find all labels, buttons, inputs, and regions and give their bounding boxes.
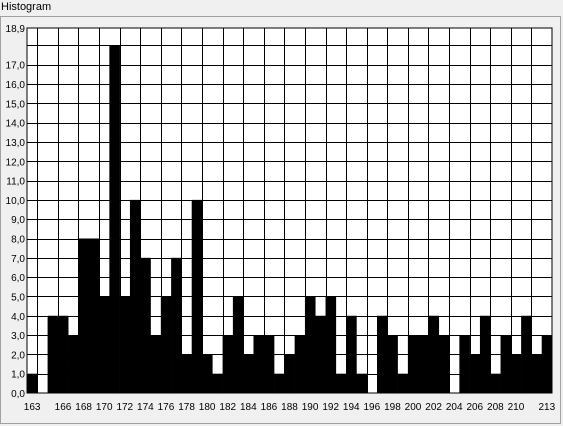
histogram-bar — [521, 315, 532, 393]
vertical-grid — [37, 28, 532, 393]
histogram-bar — [531, 354, 543, 393]
y-tick-label: 3,0 — [11, 331, 25, 342]
histogram-bar — [212, 373, 223, 393]
histogram-bar — [88, 238, 100, 393]
histogram-bar — [68, 335, 79, 393]
y-tick-label: 0,0 — [11, 389, 25, 400]
histogram-bar — [263, 335, 275, 393]
histogram-bar — [407, 335, 419, 393]
x-tick-label: 208 — [487, 402, 504, 413]
y-tick-label: 10,0 — [6, 196, 26, 207]
histogram-bar — [490, 373, 501, 393]
x-tick-label: 168 — [75, 402, 92, 413]
histogram-bar — [377, 315, 388, 393]
y-tick-label: 6,0 — [11, 273, 25, 284]
histogram-bar — [129, 199, 141, 393]
histogram-bar — [57, 315, 69, 393]
y-tick-label: 7,0 — [11, 254, 25, 265]
histogram-bar — [356, 373, 368, 393]
histogram-bar — [243, 354, 254, 393]
y-tick-label: 15,0 — [6, 99, 26, 110]
y-tick-labels: 0,0 1,0 2,0 3,0 4,0 5,0 6,0 7,0 8,0 9,0 10,0 11,0 12… — [6, 24, 26, 400]
y-tick-label: 8,0 — [11, 235, 25, 246]
x-tick-label: 196 — [364, 402, 381, 413]
histogram-bar — [99, 296, 110, 393]
histogram-bar — [387, 335, 398, 393]
histogram-bar — [428, 315, 440, 393]
histogram-bar — [479, 315, 491, 393]
x-tick-label: 176 — [158, 402, 175, 413]
y-tick-label: 16,0 — [6, 80, 26, 91]
histogram-bar — [119, 296, 131, 393]
x-tick-label: 178 — [178, 402, 195, 413]
x-tick-labels: 163 166 168 170 172 174 176 178 180 182 184 186 188 1… — [24, 402, 556, 413]
y-tick-label: 5,0 — [11, 292, 25, 303]
x-tick-label: 163 — [24, 402, 41, 413]
histogram-bar — [171, 257, 182, 393]
histogram-bar — [274, 373, 285, 393]
x-tick-label: 180 — [199, 402, 216, 413]
x-tick-label: 188 — [281, 402, 298, 413]
x-tick-label: 202 — [425, 402, 442, 413]
histogram-bar — [232, 296, 244, 393]
histogram-bar — [181, 354, 193, 393]
y-tick-label: 11,0 — [6, 177, 25, 188]
x-tick-label: 186 — [261, 402, 278, 413]
histogram-bar — [510, 354, 522, 393]
histogram-bar — [140, 257, 151, 393]
histogram-bar — [500, 335, 512, 393]
histogram-bar — [438, 335, 450, 393]
histogram-bars — [27, 45, 553, 393]
x-tick-label: 194 — [343, 402, 360, 413]
histogram-bar — [253, 335, 265, 393]
histogram-bar — [191, 199, 203, 393]
x-tick-label: 210 — [508, 402, 525, 413]
histogram-bar — [294, 335, 306, 393]
histogram-bar — [150, 335, 162, 393]
x-tick-label: 192 — [322, 402, 339, 413]
x-tick-label: 206 — [466, 402, 483, 413]
histogram-bar — [469, 354, 481, 393]
histogram-bar — [160, 296, 172, 393]
y-tick-label: 13,0 — [6, 138, 26, 149]
histogram-bar — [284, 354, 295, 393]
histogram-bar — [541, 335, 553, 393]
histogram-bar — [346, 315, 357, 393]
x-tick-label: 174 — [137, 402, 154, 413]
histogram-bar — [325, 296, 337, 393]
histogram-bar — [202, 354, 213, 393]
histogram-bar — [27, 373, 38, 393]
y-tick-label: 2,0 — [11, 350, 25, 361]
x-tick-label: 170 — [96, 402, 113, 413]
x-tick-label: 184 — [240, 402, 257, 413]
histogram-bar — [315, 315, 326, 393]
y-tick-label: 18,9 — [6, 24, 26, 35]
histogram-bar — [109, 45, 120, 393]
y-tick-label: 4,0 — [11, 312, 25, 323]
x-tick-label: 166 — [55, 402, 72, 413]
x-tick-label: 190 — [302, 402, 319, 413]
y-tick-label: 14,0 — [6, 119, 26, 130]
histogram-bar — [418, 335, 429, 393]
histogram-bar — [459, 335, 470, 393]
histogram-bar — [222, 335, 234, 393]
x-tick-label: 200 — [405, 402, 422, 413]
x-tick-label: 172 — [116, 402, 133, 413]
y-tick-label: 17,0 — [6, 61, 26, 72]
y-tick-label: 1,0 — [11, 370, 25, 381]
histogram-bar — [78, 238, 90, 393]
histogram-bar — [397, 373, 409, 393]
histogram-bar — [47, 315, 59, 393]
x-tick-label: 198 — [384, 402, 401, 413]
histogram-bar — [335, 373, 347, 393]
x-tick-label: 213 — [539, 402, 556, 413]
y-tick-label: 9,0 — [11, 215, 25, 226]
x-tick-label: 182 — [219, 402, 236, 413]
histogram-bar — [304, 296, 316, 393]
chart-title: Histogram — [1, 1, 52, 13]
x-tick-label: 204 — [446, 402, 463, 413]
y-tick-label: 12,0 — [6, 157, 26, 168]
